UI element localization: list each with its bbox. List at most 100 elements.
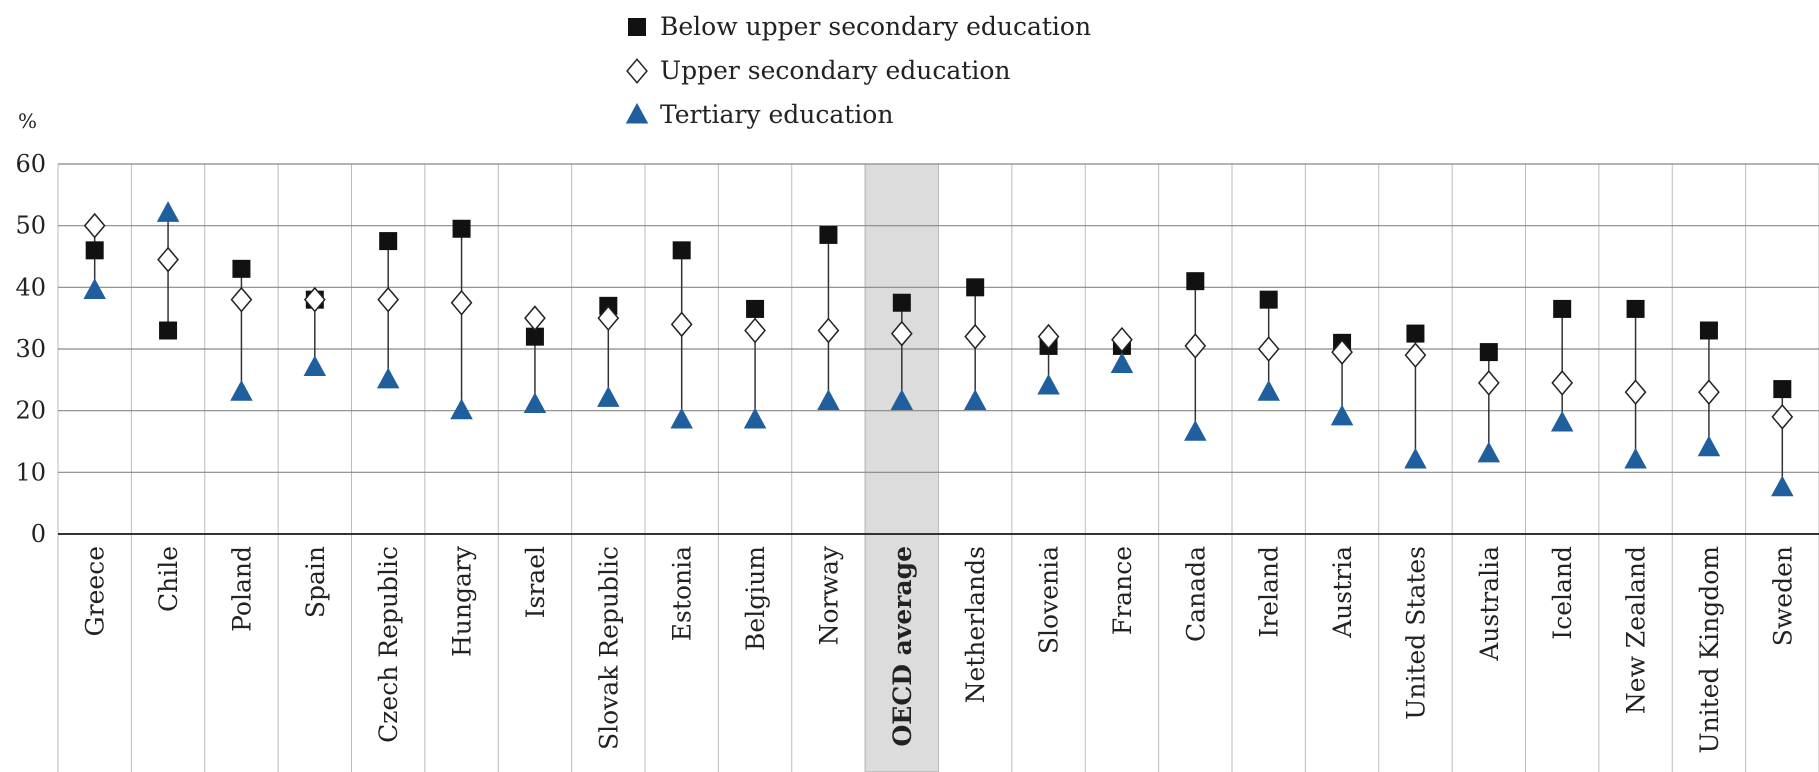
square-marker [232,259,251,278]
diamond-marker [524,305,546,332]
square-marker [746,299,765,318]
square-marker [628,18,646,36]
diamond-marker [964,323,987,350]
legend-label: Below upper secondary education [660,12,1091,41]
square-marker [819,225,838,244]
x-tick-label: Austria [1328,546,1357,639]
diamond-marker [1037,323,1060,350]
x-tick-label: Canada [1181,546,1210,642]
diamond-marker [157,246,179,273]
triangle-marker [1771,475,1794,497]
x-tick-label: New Zealand [1622,546,1651,714]
triangle-marker [1257,380,1280,401]
y-tick-label: 0 [31,520,46,548]
triangle-marker [1330,404,1354,426]
square-marker [892,293,911,312]
triangle-marker [1477,441,1501,463]
x-tick-label: Sweden [1768,546,1797,646]
triangle-marker [156,201,180,222]
square-marker [1186,272,1205,291]
diamond-marker [744,317,766,344]
y-tick-label: 20 [15,397,46,425]
legend-label: Upper secondary education [660,56,1010,85]
triangle-marker [523,392,547,414]
y-tick-label: 50 [15,212,46,240]
triangle-marker [450,398,473,420]
x-tick-label: Slovak Republic [594,546,623,750]
diamond-marker [1404,342,1427,369]
diamond-marker [1477,370,1500,396]
square-marker [159,321,178,340]
square-marker [1553,299,1572,318]
triangle-marker [1404,447,1427,469]
diamond-marker [303,286,326,313]
square-marker [85,241,104,260]
diamond-marker [1698,379,1720,406]
triangle-marker [83,278,106,299]
diamond-marker [1771,403,1794,430]
x-tick-label: United Kingdom [1695,546,1724,754]
square-marker [1259,290,1278,309]
x-tick-label: Slovenia [1035,546,1064,654]
diamond-marker [83,212,106,239]
x-tick-label: Hungary [448,545,477,657]
x-tick-label: Spain [301,546,330,618]
triangle-marker [1697,435,1721,457]
triangle-marker [230,380,253,401]
y-tick-label: 60 [15,150,46,178]
square-marker [672,241,691,260]
diamond-marker [597,305,620,332]
diamond-marker [450,289,473,316]
triangle-marker [670,407,693,429]
x-tick-label: Israel [521,546,550,618]
square-marker [1699,321,1718,340]
x-tick-label: Estonia [668,546,697,641]
diamond-marker [817,317,840,344]
square-marker [1406,324,1425,343]
diamond-marker [1257,336,1280,362]
y-tick-label: 40 [15,273,46,301]
square-marker [525,327,544,346]
legend-label: Tertiary education [660,100,893,129]
triangle-marker [817,389,840,410]
y-unit-label: % [18,109,37,133]
square-marker [379,232,398,251]
square-marker [1773,380,1792,399]
x-tick-label: Iceland [1548,546,1577,640]
highlight-column [864,163,939,772]
triangle-marker [743,407,767,429]
x-tick-label: Czech Republic [374,546,403,743]
triangle-marker [1550,410,1574,432]
x-tick-label: United States [1401,546,1430,720]
diamond-marker [1184,333,1207,359]
diamond-marker [230,286,253,313]
x-tick-label: OECD average [888,546,917,747]
triangle-marker [1184,420,1207,441]
y-tick-label: 30 [15,335,46,363]
x-tick-label: Poland [227,546,256,632]
x-tick-label: Greece [81,546,110,636]
x-tick-label: Belgium [741,546,770,651]
triangle-marker [1624,447,1647,469]
x-tick-label: Ireland [1255,546,1284,638]
y-tick-label: 10 [15,458,46,486]
diamond-marker [1331,339,1353,365]
square-marker [966,278,985,297]
x-tick-label: Australia [1475,546,1504,662]
diamond-marker [1111,326,1133,353]
diamond-marker [670,311,693,338]
triangle-marker [1110,352,1134,373]
diamond-marker [1551,370,1574,396]
triangle-marker [625,102,649,124]
x-tick-label: Norway [814,545,843,645]
square-marker [452,219,471,238]
triangle-marker [1037,373,1060,395]
square-marker [1479,343,1498,362]
triangle-marker [890,389,914,410]
triangle-marker [303,355,327,377]
x-tick-label: Chile [154,546,183,612]
diamond-marker [377,286,400,313]
triangle-marker [597,386,620,407]
square-marker [1626,299,1645,318]
